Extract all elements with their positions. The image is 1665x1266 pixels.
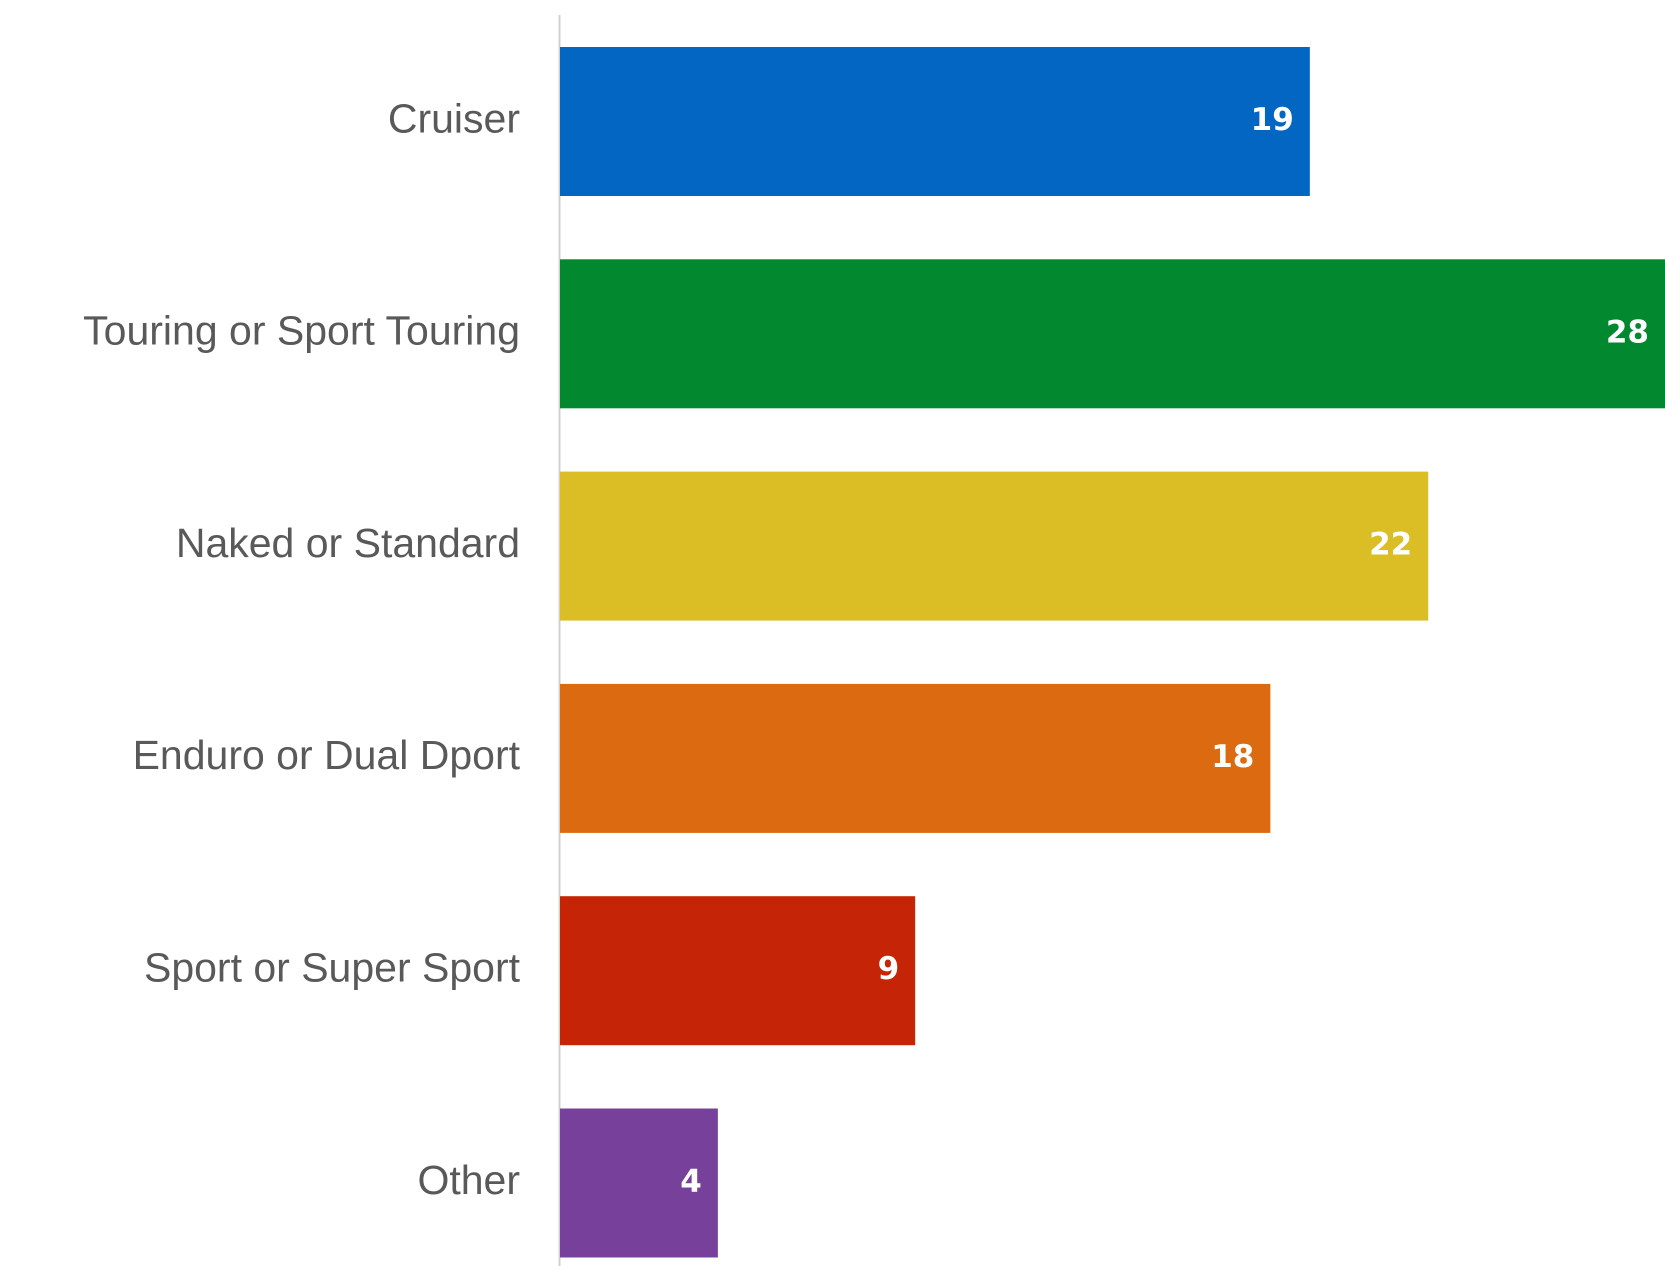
bar — [560, 1108, 718, 1258]
bar — [560, 47, 1310, 196]
y-tick-label: Other — [417, 1157, 520, 1203]
value-label: 18 — [1211, 739, 1254, 775]
y-tick-label: Naked or Standard — [176, 520, 520, 566]
y-tick-label: Cruiser — [388, 95, 520, 141]
value-label: 22 — [1369, 527, 1412, 563]
bar — [560, 259, 1665, 409]
y-tick-label: Touring or Sport Touring — [83, 308, 520, 354]
value-label: 9 — [878, 951, 900, 987]
y-tick-label: Enduro or Dual Dport — [133, 732, 521, 778]
bar — [560, 896, 916, 1046]
y-tick-label: Sport or Super Sport — [144, 945, 521, 991]
bar — [560, 683, 1271, 833]
bar — [560, 471, 1429, 621]
value-label: 4 — [680, 1164, 702, 1200]
value-label: 28 — [1606, 314, 1649, 350]
value-label: 19 — [1251, 102, 1294, 138]
